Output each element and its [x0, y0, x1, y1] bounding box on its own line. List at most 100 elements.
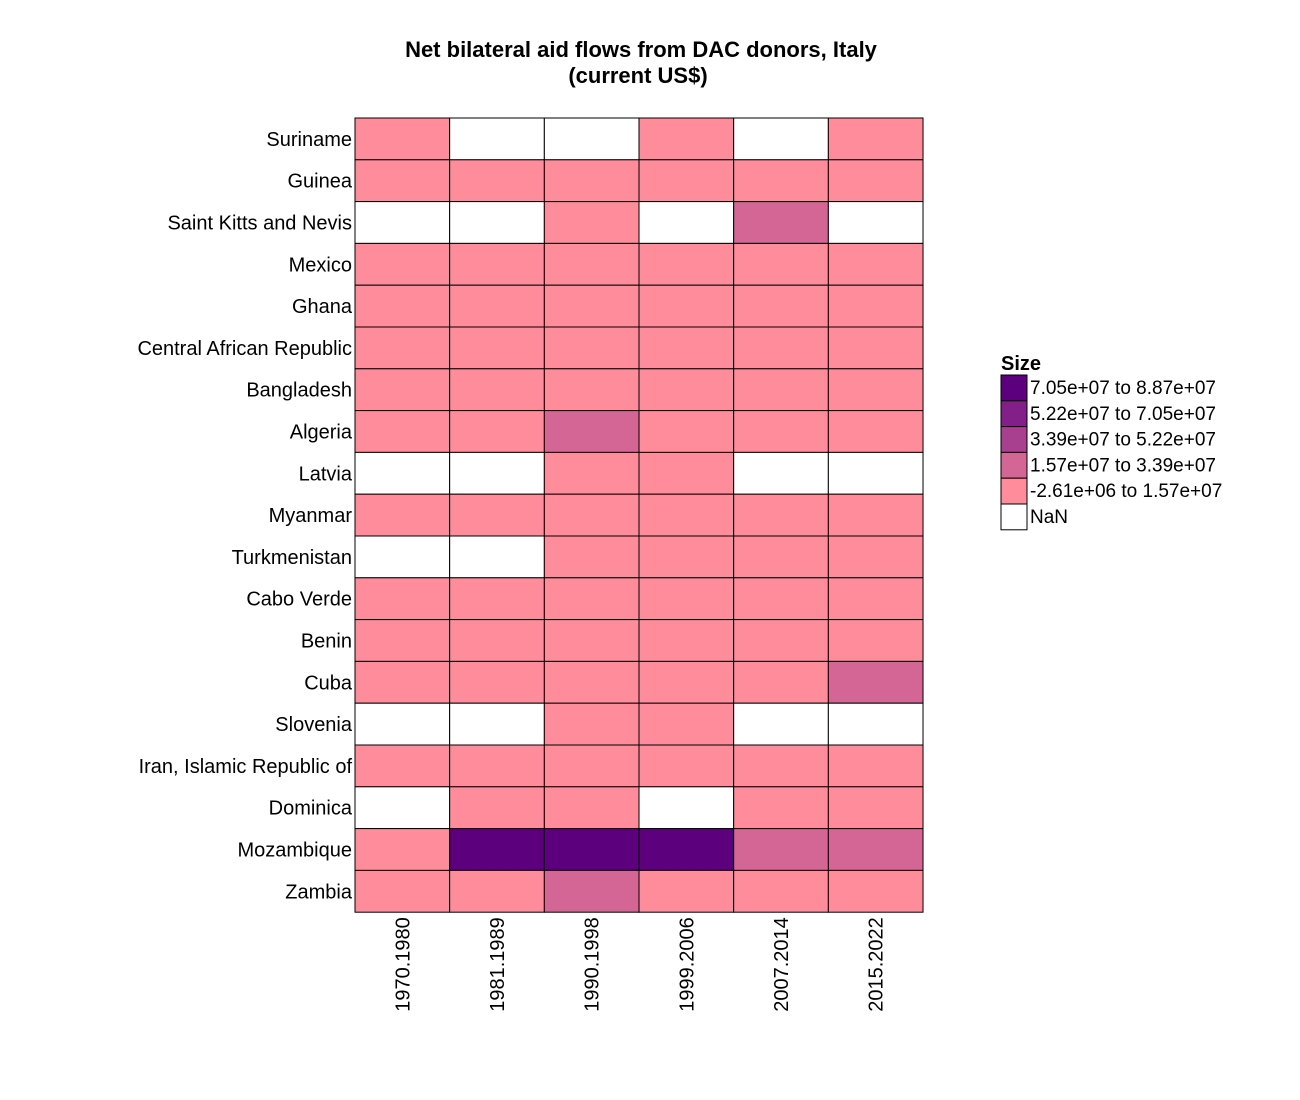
- cell-zambia-1990-1998: [543, 869, 640, 913]
- cell-slovenia-2007-2014: [733, 702, 829, 746]
- row-label-cabo-verde: Cabo Verde: [246, 589, 352, 611]
- cell-latvia-2015-2022: [827, 451, 924, 495]
- cell-dominica-1999-2006: [638, 786, 735, 830]
- cell-guinea-1999-2006: [638, 159, 735, 203]
- cell-myanmar-1999-2006: [638, 493, 735, 537]
- cell-algeria-1990-1998: [543, 410, 640, 453]
- column-label-1999-2006: 1999.2006: [676, 917, 698, 1012]
- row-label-central-african-republic: Central African Republic: [137, 338, 352, 360]
- row-label-bangladesh: Bangladesh: [246, 380, 352, 402]
- row-label-dominica: Dominica: [269, 798, 353, 820]
- row-label-slovenia: Slovenia: [275, 714, 353, 736]
- legend-swatch-2-61e-06-to-1-57e-07: [1000, 477, 1028, 505]
- cell-myanmar-2007-2014: [733, 493, 829, 537]
- cell-dominica-2015-2022: [827, 786, 924, 830]
- column-label-2015-2022: 2015.2022: [866, 917, 888, 1012]
- cell-saint-kitts-and-nevis-1970-1980: [354, 201, 451, 244]
- cell-mozambique-2015-2022: [827, 828, 924, 871]
- cell-iran-islamic-republic-of-2007-2014: [733, 744, 829, 788]
- cell-benin-1990-1998: [543, 619, 640, 662]
- cell-guinea-1970-1980: [354, 159, 451, 203]
- legend-label-5-22e-07-to-7-05e-07: 5.22e+07 to 7.05e+07: [1030, 404, 1216, 425]
- cell-slovenia-1999-2006: [638, 702, 735, 746]
- cell-ghana-1990-1998: [543, 284, 640, 328]
- cell-latvia-1981-1989: [449, 451, 545, 495]
- row-label-algeria: Algeria: [290, 422, 353, 444]
- cell-central-african-republic-2007-2014: [733, 326, 829, 370]
- legend-label-1-57e-07-to-3-39e-07: 1.57e+07 to 3.39e+07: [1030, 455, 1216, 476]
- cell-ghana-1999-2006: [638, 284, 735, 328]
- cell-algeria-1981-1989: [449, 410, 545, 453]
- cell-algeria-2015-2022: [827, 410, 924, 453]
- cell-suriname-1999-2006: [638, 117, 735, 161]
- cell-central-african-republic-2015-2022: [827, 326, 924, 370]
- cell-dominica-1970-1980: [354, 786, 451, 830]
- cell-central-african-republic-1970-1980: [354, 326, 451, 370]
- row-label-guinea: Guinea: [288, 171, 353, 193]
- cell-mexico-1999-2006: [638, 242, 735, 286]
- cell-zambia-1970-1980: [354, 869, 451, 913]
- cell-bangladesh-1990-1998: [543, 368, 640, 412]
- column-labels: 1970.1980 1981.1989 1990.1998 1999.2006 2007…: [392, 917, 887, 1012]
- cell-saint-kitts-and-nevis-2007-2014: [733, 201, 829, 244]
- column-label-2007-2014: 2007.2014: [771, 917, 793, 1012]
- cell-guinea-1990-1998: [543, 159, 640, 203]
- cell-iran-islamic-republic-of-2015-2022: [827, 744, 924, 788]
- cell-mexico-1970-1980: [354, 242, 451, 286]
- cell-myanmar-1990-1998: [543, 493, 640, 537]
- cell-iran-islamic-republic-of-1981-1989: [449, 744, 545, 788]
- cell-iran-islamic-republic-of-1970-1980: [354, 744, 451, 788]
- cell-central-african-republic-1990-1998: [543, 326, 640, 370]
- legend-swatch-5-22e-07-to-7-05e-07: [1000, 400, 1028, 428]
- cell-zambia-1999-2006: [638, 869, 735, 913]
- row-label-mexico: Mexico: [289, 254, 352, 276]
- row-label-mozambique: Mozambique: [237, 840, 352, 862]
- row-label-saint-kitts-and-nevis: Saint Kitts and Nevis: [167, 213, 352, 235]
- cell-mexico-2015-2022: [827, 242, 924, 286]
- row-labels: Suriname Guinea Saint Kitts and Nevis Mexic…: [137, 129, 352, 903]
- cell-slovenia-1981-1989: [449, 702, 545, 746]
- cell-mozambique-2007-2014: [733, 828, 829, 871]
- cell-mexico-1981-1989: [449, 242, 545, 286]
- legend-label-2-61e-06-to-1-57e-07: -2.61e+06 to 1.57e+07: [1030, 481, 1222, 502]
- column-label-1990-1998: 1990.1998: [582, 917, 604, 1012]
- cell-suriname-1981-1989: [449, 117, 545, 161]
- cell-suriname-1970-1980: [354, 117, 451, 161]
- cell-iran-islamic-republic-of-1990-1998: [543, 744, 640, 788]
- cell-ghana-1981-1989: [449, 284, 545, 328]
- cell-cuba-1990-1998: [543, 660, 640, 704]
- cell-ghana-2007-2014: [733, 284, 829, 328]
- row-label-latvia: Latvia: [299, 463, 353, 485]
- cell-dominica-1981-1989: [449, 786, 545, 830]
- cell-algeria-2007-2014: [733, 410, 829, 453]
- cell-bangladesh-1970-1980: [354, 368, 451, 412]
- legend-swatch-nan: [1000, 503, 1028, 531]
- cell-saint-kitts-and-nevis-1981-1989: [449, 201, 545, 244]
- cell-turkmenistan-2007-2014: [733, 535, 829, 579]
- chart-title: Net bilateral aid flows from DAC donors,…: [405, 37, 878, 62]
- legend-label-7-05e-07-to-8-87e-07: 7.05e+07 to 8.87e+07: [1030, 378, 1216, 399]
- cell-benin-2015-2022: [827, 619, 924, 662]
- legend-label-nan: NaN: [1030, 507, 1068, 528]
- cell-guinea-2015-2022: [827, 159, 924, 203]
- cell-cabo-verde-2015-2022: [827, 577, 924, 621]
- cell-guinea-2007-2014: [733, 159, 829, 203]
- cell-myanmar-1981-1989: [449, 493, 545, 537]
- cell-ghana-2015-2022: [827, 284, 924, 328]
- cell-bangladesh-2007-2014: [733, 368, 829, 412]
- cell-slovenia-1990-1998: [543, 702, 640, 746]
- cell-cuba-2007-2014: [733, 660, 829, 704]
- legend-title: Size: [1001, 353, 1041, 375]
- legend-swatch-3-39e-07-to-5-22e-07: [1000, 426, 1028, 453]
- cell-bangladesh-2015-2022: [827, 368, 924, 412]
- cell-dominica-1990-1998: [543, 786, 640, 830]
- cell-latvia-1970-1980: [354, 451, 451, 495]
- legend-label-3-39e-07-to-5-22e-07: 3.39e+07 to 5.22e+07: [1030, 430, 1216, 451]
- cell-iran-islamic-republic-of-1999-2006: [638, 744, 735, 788]
- cell-guinea-1981-1989: [449, 159, 545, 203]
- cell-mozambique-1981-1989: [449, 828, 545, 871]
- chart-subtitle: (current US$): [568, 63, 707, 88]
- cell-cuba-1999-2006: [638, 660, 735, 704]
- cell-dominica-2007-2014: [733, 786, 829, 830]
